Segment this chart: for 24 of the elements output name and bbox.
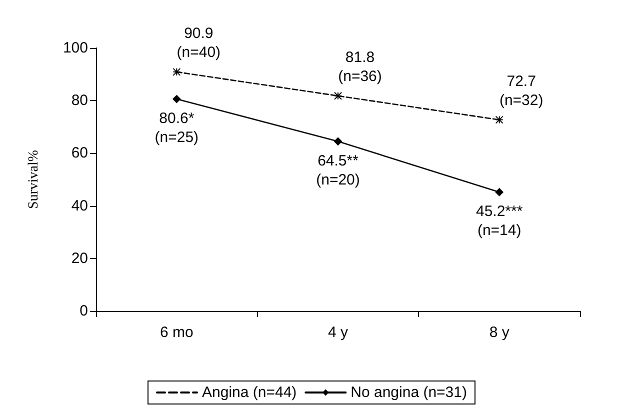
y-tick-label: 20 bbox=[71, 250, 88, 267]
point bbox=[334, 92, 342, 100]
legend-label: No angina (n=31) bbox=[350, 384, 468, 401]
point bbox=[172, 95, 181, 104]
data-label: 90.9 (n=40) bbox=[176, 24, 221, 61]
data-label: 81.8 (n=36) bbox=[338, 48, 382, 85]
data-label: 64.5** (n=20) bbox=[316, 152, 360, 188]
y-tick-label: 60 bbox=[71, 144, 88, 162]
data-label: 72.7 (n=32) bbox=[499, 72, 544, 109]
x-tick-label: 6 mo bbox=[160, 324, 194, 341]
y-tick-label: 100 bbox=[62, 40, 88, 56]
y-tick-label: 0 bbox=[80, 302, 88, 320]
y-axis-title: Survival% bbox=[26, 150, 42, 210]
point bbox=[172, 68, 181, 76]
y-tick-label: 80 bbox=[71, 92, 88, 110]
point bbox=[495, 116, 504, 124]
data-label: 80.6* (n=25) bbox=[154, 110, 199, 146]
point bbox=[495, 188, 504, 196]
x-tick-label: 8 y bbox=[489, 324, 510, 341]
data-label: 45.2*** (n=14) bbox=[476, 203, 523, 240]
x-tick-label: 4 y bbox=[328, 324, 348, 341]
point bbox=[334, 137, 342, 146]
y-tick-label: 40 bbox=[71, 197, 88, 214]
legend-label: Angina (n=44) bbox=[202, 384, 297, 401]
